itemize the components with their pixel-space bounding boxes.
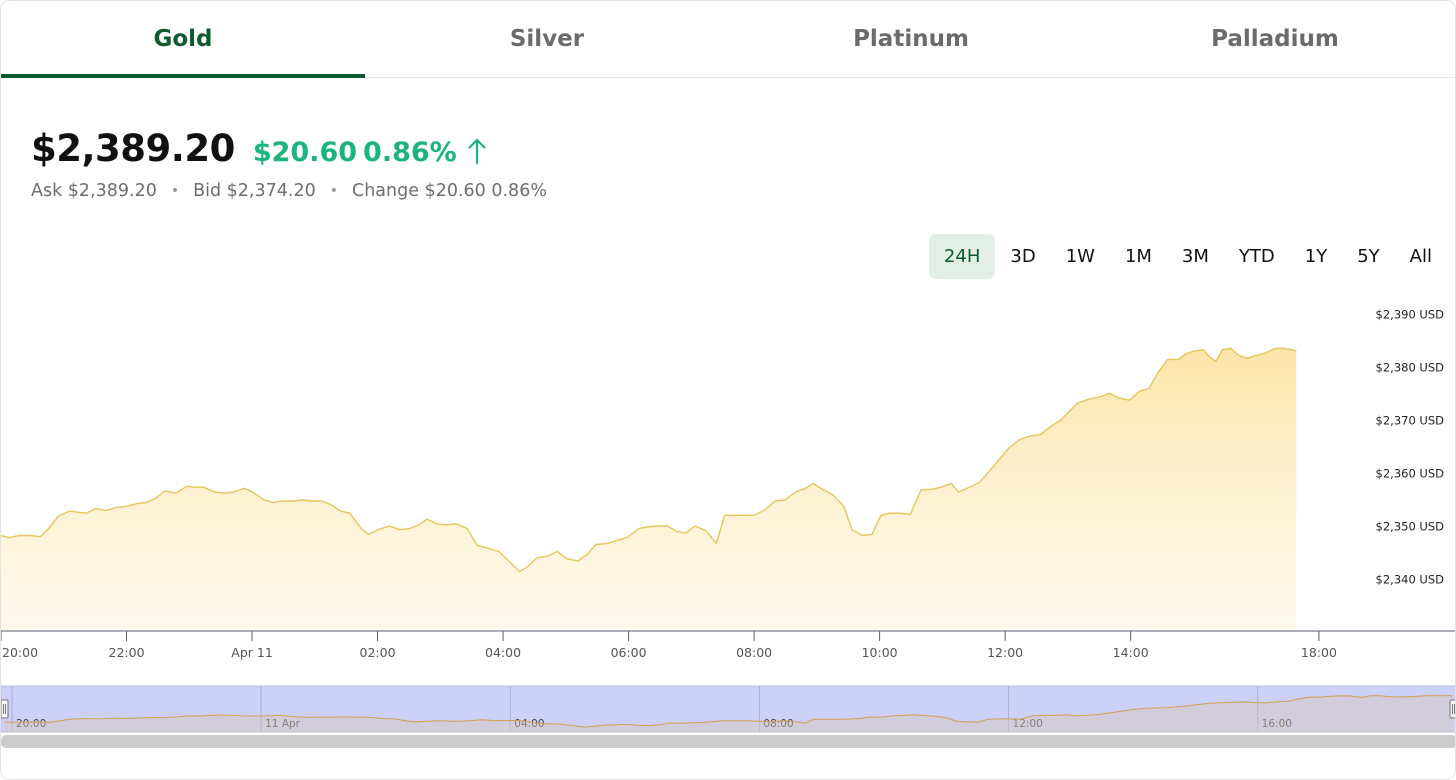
range-3m-button[interactable]: 3M — [1181, 246, 1209, 267]
separator-dot: • — [329, 183, 338, 199]
range-1m-button[interactable]: 1M — [1124, 246, 1152, 267]
x-tick-label: Apr 11 — [231, 645, 273, 660]
y-tick-label: $2,380 USD — [1376, 360, 1445, 374]
tab-gold[interactable]: Gold — [1, 1, 365, 78]
range-1y-button[interactable]: 1Y — [1304, 246, 1328, 267]
scrollbar-thumb[interactable] — [1, 735, 1456, 748]
x-tick-label: 12:00 — [987, 645, 1023, 660]
navigator-line — [4, 695, 1454, 728]
x-tick-label: 10:00 — [862, 645, 898, 660]
change-summary: Change $20.60 0.86% — [352, 181, 547, 201]
tab-palladium[interactable]: Palladium — [1211, 26, 1339, 52]
price-row: $2,389.20 $20.60 0.86% — [31, 127, 487, 170]
x-tick-label: 08:00 — [736, 645, 772, 660]
range-ytd-button[interactable]: YTD — [1238, 246, 1275, 267]
price-line — [1, 347, 1297, 573]
separator-dot: • — [170, 183, 180, 199]
bid-price: Bid $2,374.20 — [193, 181, 316, 201]
time-range-selector: 24H 3D 1W 1M 3M YTD 1Y 5Y All — [928, 234, 1447, 279]
navigator-label: 16:00 — [1262, 718, 1292, 730]
tab-silver[interactable]: Silver — [509, 26, 585, 52]
y-tick-label: $2,350 USD — [1376, 520, 1445, 534]
x-tick-label: 14:00 — [1113, 645, 1149, 660]
metal-tabs: Gold Silver Platinum Palladium — [1, 1, 1455, 78]
x-tick-label: 04:00 — [485, 645, 521, 660]
price-change: $20.60 — [252, 137, 358, 168]
navigator-label: 12:00 — [1013, 718, 1043, 730]
price-chart[interactable]: $2,340 USD $2,350 USD $2,360 USD $2,370 USD… — [1, 291, 1456, 761]
price-area — [1, 348, 1297, 631]
y-tick-label: $2,370 USD — [1376, 413, 1445, 427]
x-tick-label: 18:00 — [1301, 645, 1337, 660]
navigator-handle-left[interactable] — [1, 699, 9, 719]
main-plot — [1, 347, 1297, 631]
range-1w-button[interactable]: 1W — [1065, 246, 1095, 267]
y-tick-label: $2,390 USD — [1376, 307, 1445, 321]
y-tick-label: $2,360 USD — [1376, 466, 1445, 480]
ask-price: Ask $2,389.20 — [31, 181, 157, 201]
x-tick-label: 06:00 — [611, 645, 647, 660]
range-5y-button[interactable]: 5Y — [1357, 246, 1380, 267]
x-tick-label: 22:00 — [109, 645, 145, 660]
current-price: $2,389.20 — [31, 127, 235, 170]
range-all-button[interactable]: All — [1409, 246, 1432, 267]
navigator-label: 11 Apr — [265, 718, 301, 730]
range-3d-button[interactable]: 3D — [1010, 246, 1036, 267]
arrow-up-icon — [468, 138, 486, 165]
x-tick-label: 20:00 — [2, 645, 38, 660]
tab-platinum[interactable]: Platinum — [853, 26, 969, 52]
price-change-percent: 0.86% — [363, 137, 457, 168]
navigator-label: 20:00 — [16, 718, 46, 730]
navigator-area — [4, 695, 1453, 732]
navigator[interactable]: 20:00 11 Apr 04:00 08:00 12:00 16:00 — [1, 685, 1456, 748]
navigator-selection — [1, 685, 1455, 733]
x-tick-label: 02:00 — [360, 645, 396, 660]
quote-details: Ask $2,389.20 • Bid $2,374.20 • Change $… — [31, 181, 547, 201]
y-tick-label: $2,340 USD — [1376, 573, 1445, 587]
range-24h-button[interactable]: 24H — [928, 234, 996, 279]
x-axis: 20:00 22:00 Apr 11 02:00 04:00 06:00 08:00 10:0… — [1, 630, 1455, 660]
y-axis: $2,340 USD $2,350 USD $2,360 USD $2,370 USD… — [1376, 307, 1445, 586]
